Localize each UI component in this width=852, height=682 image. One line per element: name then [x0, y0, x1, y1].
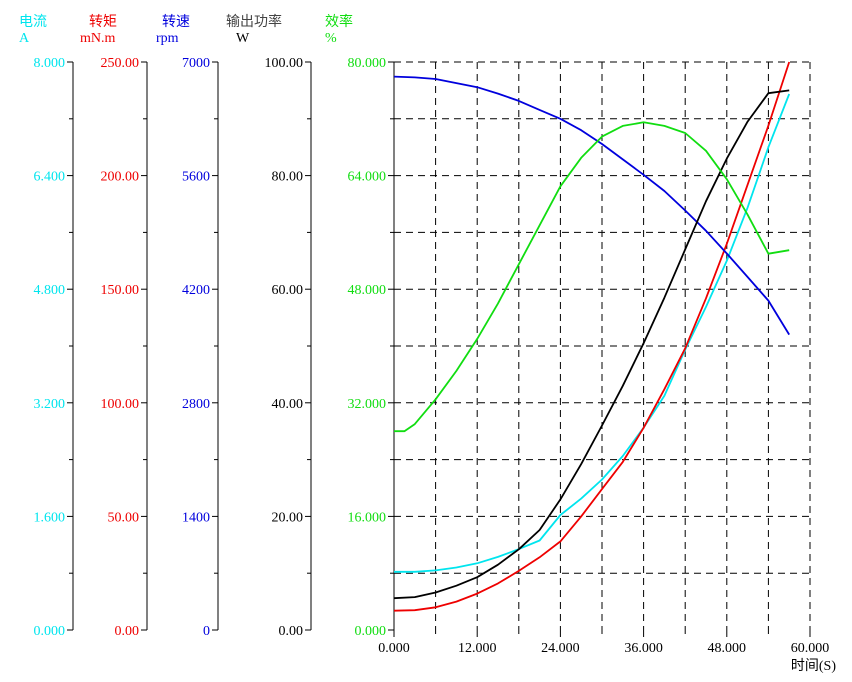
x-axis-layer: 0.000 12.000 24.000 36.000 48.000 60.000 时间(S)	[378, 630, 836, 674]
current-tick-label: 1.600	[34, 510, 66, 525]
power-series-line	[393, 89, 790, 600]
torque-tick-label: 50.00	[108, 510, 140, 525]
efficiency-axis-unit: %	[325, 31, 337, 46]
torque-tick-label: 200.00	[101, 170, 140, 185]
speed-series-line	[393, 75, 790, 336]
power-tick-label: 20.00	[272, 510, 304, 525]
speed-tick-label: 0	[203, 624, 210, 639]
torque-axis-unit: mN.m	[80, 31, 116, 46]
power-tick-label: 40.00	[272, 397, 304, 412]
efficiency-tick-label: 80.000	[348, 56, 387, 71]
y-axes-layer: 0.0001.6003.2004.8006.4008.0000.0050.001…	[34, 56, 395, 639]
current-tick-label: 3.200	[34, 397, 66, 412]
x-tick-label: 60.000	[791, 641, 830, 656]
power-tick-label: 100.00	[265, 56, 304, 71]
torque-tick-label: 150.00	[101, 283, 140, 298]
current-series-line	[394, 93, 791, 573]
torque-tick-label: 250.00	[101, 56, 140, 71]
x-tick-label: 0.000	[378, 641, 410, 656]
speed-axis-unit: rpm	[156, 31, 179, 46]
torque-series-line	[393, 61, 791, 612]
current-tick-label: 8.000	[34, 56, 66, 71]
torque-tick-label: 0.00	[115, 624, 140, 639]
torque-axis-name: 转矩	[89, 14, 117, 30]
efficiency-tick-label: 0.000	[355, 624, 387, 639]
speed-axis-name: 转速	[162, 14, 190, 30]
series-layer	[393, 61, 791, 612]
x-tick-label: 24.000	[541, 641, 580, 656]
x-tick-label: 36.000	[624, 641, 663, 656]
grid-layer	[394, 61, 811, 630]
power-axis-unit: W	[236, 31, 250, 46]
speed-tick-label: 2800	[182, 397, 210, 412]
x-tick-label: 12.000	[458, 641, 497, 656]
efficiency-tick-label: 16.000	[348, 510, 387, 525]
speed-tick-label: 1400	[182, 510, 210, 525]
current-axis-name: 电流	[19, 14, 47, 30]
speed-tick-label: 5600	[182, 170, 210, 185]
x-tick-label: 48.000	[708, 641, 747, 656]
torque-tick-label: 100.00	[101, 397, 140, 412]
current-axis-unit: A	[19, 31, 30, 46]
power-tick-label: 0.00	[279, 624, 304, 639]
efficiency-tick-label: 64.000	[348, 170, 387, 185]
efficiency-axis-name: 效率	[325, 14, 353, 30]
speed-tick-label: 4200	[182, 283, 210, 298]
efficiency-tick-label: 32.000	[348, 397, 387, 412]
power-axis-name: 输出功率	[226, 14, 282, 30]
speed-tick-label: 7000	[182, 56, 210, 71]
current-tick-label: 4.800	[34, 283, 66, 298]
current-tick-label: 0.000	[34, 624, 66, 639]
efficiency-series-line	[394, 121, 790, 433]
x-axis-label: 时间(S)	[791, 658, 836, 674]
current-tick-label: 6.400	[34, 170, 66, 185]
power-tick-label: 60.00	[272, 283, 304, 298]
power-tick-label: 80.00	[272, 170, 304, 185]
efficiency-tick-label: 48.000	[348, 283, 387, 298]
